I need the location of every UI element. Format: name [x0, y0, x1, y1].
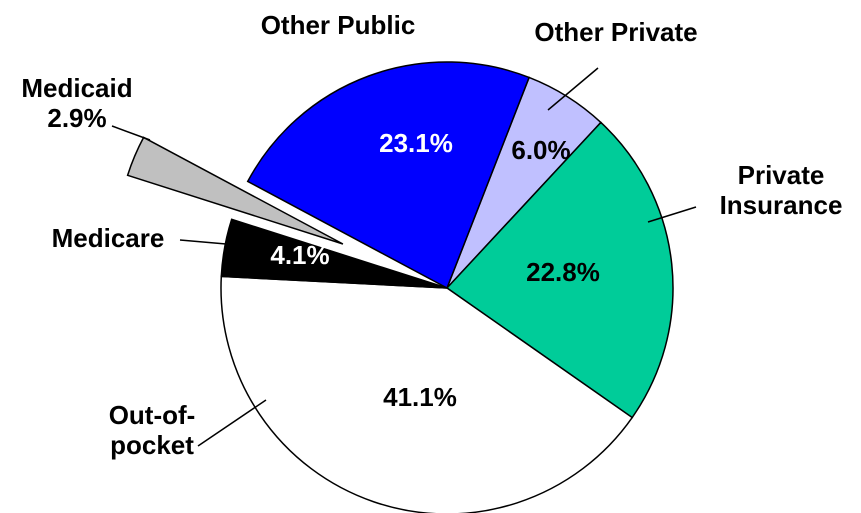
value-label: 6.0% [511, 135, 571, 165]
value-label: 22.8% [526, 257, 600, 287]
slice-name: Private Insurance [719, 160, 843, 220]
leader-line [111, 125, 151, 141]
pie-slice [445, 121, 674, 419]
slice-name: Other Private [534, 17, 698, 47]
leader-line [179, 239, 227, 245]
value-label: 23.1% [379, 128, 453, 158]
slice-name: Medicare [51, 223, 165, 253]
pie-slice [220, 275, 634, 513]
value-label: 4.1% [270, 240, 330, 270]
slice-name: Medicaid [21, 73, 133, 103]
pie-slice [246, 61, 531, 290]
slice-name: Out-of-pocket [108, 400, 196, 460]
value-label: 2.9% [47, 103, 107, 133]
value-label: 41.1% [383, 382, 457, 412]
leader-line [197, 399, 267, 447]
pie-slice [220, 218, 448, 289]
slice-name: Other Public [260, 10, 416, 40]
leader-line [647, 206, 697, 223]
leader-line [547, 67, 599, 111]
